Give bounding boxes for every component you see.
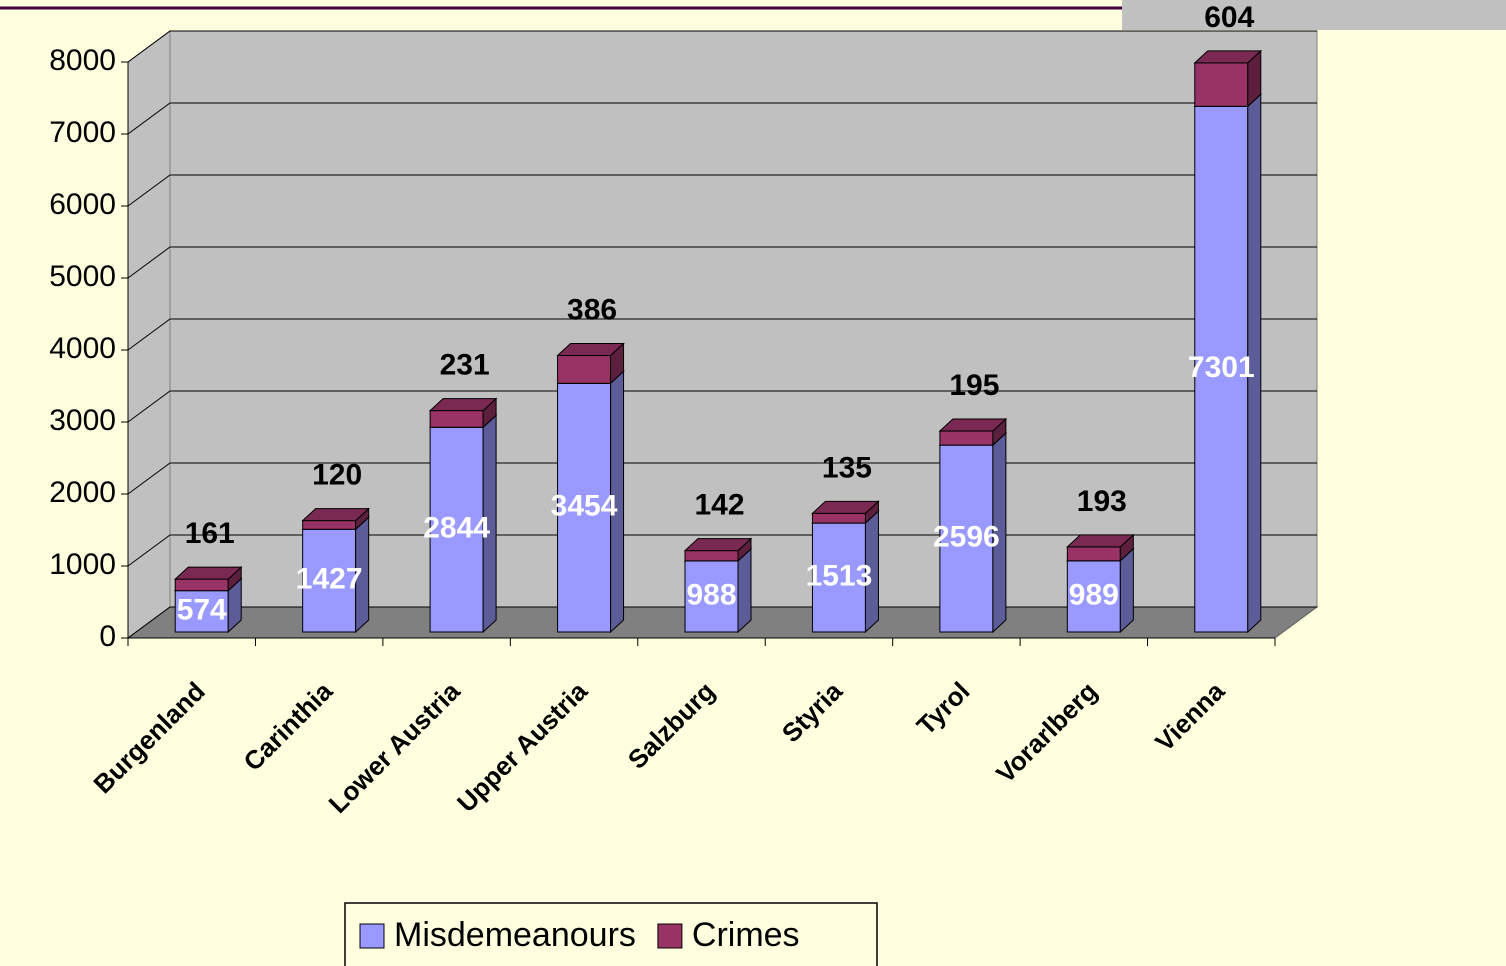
bar-front: [1194, 62, 1249, 107]
data-label: 161: [185, 517, 235, 550]
data-label: 135: [822, 451, 872, 484]
x-tick-label: Upper Austria: [451, 676, 593, 818]
x-tick-label: Vienna: [1149, 676, 1231, 758]
bar-front: [684, 550, 739, 562]
bar-front: [429, 410, 484, 428]
grid-line: [127, 30, 1317, 63]
bar-front: [684, 560, 739, 633]
grid-line: [127, 462, 1317, 495]
bar-front: [302, 520, 357, 530]
legend-label: Crimes: [692, 916, 800, 954]
data-label: 3454: [551, 490, 618, 523]
corner-box: [1122, 0, 1506, 30]
bar-front: [811, 522, 866, 633]
data-label: 231: [440, 349, 490, 382]
data-label: 120: [312, 459, 362, 492]
y-tick-label: 2000: [49, 476, 116, 509]
bars: 574 161 1427 120 2844 231 3454 386 988 142 1513 135…: [173, 1, 1263, 634]
grid-line: [127, 174, 1317, 207]
grid-line: [127, 534, 1317, 567]
y-tick-label: 0: [99, 620, 116, 653]
data-label: 7301: [1188, 351, 1255, 384]
data-label: 1513: [806, 559, 873, 592]
legend: Misdemeanours Crimes: [344, 902, 878, 966]
bar-front: [557, 355, 612, 384]
x-tick-label: Salzburg: [622, 676, 721, 775]
bar-front: [174, 578, 229, 592]
legend-label: Misdemeanours: [394, 916, 636, 954]
bar-front: [811, 512, 866, 524]
bar-front: [302, 528, 357, 633]
grid-line: [127, 246, 1317, 279]
bar-front: [939, 430, 994, 446]
data-label: 988: [686, 578, 736, 611]
bar-side: [737, 547, 752, 634]
grid: [127, 30, 1317, 639]
data-label: 386: [567, 293, 617, 326]
data-label: 574: [177, 593, 227, 626]
data-label: 1427: [296, 563, 363, 596]
y-tick-label: 1000: [49, 548, 116, 581]
y-tick-label: 4000: [49, 332, 116, 365]
y-tick-label: 7000: [49, 116, 116, 149]
grid-line: [127, 102, 1317, 135]
grid-line: [127, 390, 1317, 423]
bar-front: [557, 382, 612, 633]
bar-top: [1066, 534, 1135, 548]
data-label: 195: [949, 369, 999, 402]
data-label: 193: [1077, 485, 1127, 518]
legend-swatch: [359, 923, 385, 949]
y-tick-label: 5000: [49, 260, 116, 293]
x-tick-label: Lower Austria: [323, 676, 467, 820]
x-tick-label: Carinthia: [237, 676, 338, 777]
bar-top: [811, 500, 880, 514]
grid-line: [127, 318, 1317, 351]
bar-top: [173, 566, 243, 580]
y-tick-label: 6000: [49, 188, 116, 221]
data-label: 989: [1069, 578, 1119, 611]
grid-line: [127, 606, 1317, 639]
data-label: 2596: [933, 520, 1000, 553]
bar-side: [1119, 547, 1134, 634]
bar-top: [938, 418, 1008, 432]
data-label: 604: [1204, 1, 1254, 34]
x-tick-label: Tyrol: [911, 676, 976, 741]
bar-top: [428, 398, 498, 412]
bar-top: [683, 538, 753, 552]
bar-top: [1193, 50, 1263, 64]
x-tick-label: Styria: [776, 676, 849, 749]
y-tick-label: 3000: [49, 404, 116, 437]
bar-top: [556, 343, 625, 357]
bar-front: [429, 426, 484, 633]
y-tick-label: 8000: [49, 44, 116, 77]
bar-top: [301, 508, 370, 522]
legend-swatch: [657, 923, 683, 949]
bar-front: [1066, 560, 1121, 633]
x-tick-label: Vorarlberg: [990, 676, 1103, 789]
x-tick-label: Burgenland: [87, 676, 210, 799]
data-label: 2844: [423, 512, 490, 545]
bar-front: [1066, 546, 1121, 562]
legend-box: [344, 902, 878, 966]
data-label: 142: [694, 489, 744, 522]
